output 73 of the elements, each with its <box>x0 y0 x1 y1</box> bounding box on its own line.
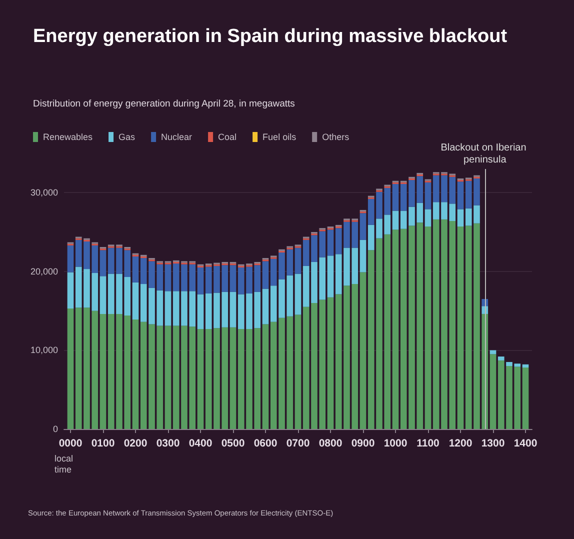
chart-title: Energy generation in Spain during massive blackout <box>33 26 508 47</box>
x-tick-label: 0000 <box>58 438 82 450</box>
y-tick-label: 0 <box>52 424 58 434</box>
bar <box>522 368 529 429</box>
bar <box>132 319 139 429</box>
bar <box>360 240 366 272</box>
bar <box>490 354 496 429</box>
bar <box>230 265 236 292</box>
y-tick-label: 20,000 <box>30 266 58 276</box>
ref-line-label: Blackout on Iberian peninsula <box>440 142 530 166</box>
bar <box>360 213 366 240</box>
x-tick-label: 0200 <box>124 438 148 450</box>
bar <box>294 314 302 429</box>
bar <box>392 184 399 211</box>
bar <box>67 245 74 272</box>
x-tick-label: 1100 <box>416 438 440 450</box>
x-tick-label: 0900 <box>351 438 375 450</box>
x-tick-label: 1300 <box>481 438 505 450</box>
bar <box>100 314 106 429</box>
bar <box>197 267 204 294</box>
x-tick-label: 0100 <box>91 438 115 450</box>
x-tick-label: 1200 <box>448 438 472 450</box>
bar <box>100 250 106 276</box>
legend-label: Gas <box>118 132 136 142</box>
x-tick-label: 0800 <box>318 438 342 450</box>
bar <box>522 364 529 368</box>
bar <box>294 274 302 315</box>
bar <box>230 327 236 429</box>
x-tick-label: 0400 <box>188 438 212 450</box>
x-tick-label: 0500 <box>221 438 245 450</box>
bar <box>327 297 334 429</box>
bar <box>132 256 139 282</box>
bar <box>490 350 496 354</box>
bar <box>327 256 334 298</box>
x-tick-label: 0600 <box>254 438 278 450</box>
bar <box>457 182 464 210</box>
x-tick-label: 0700 <box>286 438 310 450</box>
bar <box>230 292 236 328</box>
bar <box>457 226 464 429</box>
legend-label: Renewables <box>43 132 94 142</box>
bar <box>67 272 74 308</box>
bar <box>392 210 399 230</box>
bar <box>327 230 334 256</box>
x-tick-label: 0300 <box>156 438 180 450</box>
bar <box>262 261 269 289</box>
y-tick-label: 30,000 <box>30 188 58 198</box>
bar <box>67 308 74 429</box>
y-tick-label: 10,000 <box>30 345 58 356</box>
bar <box>360 272 366 429</box>
x-tick-label: 1000 <box>384 438 408 450</box>
bar <box>424 182 432 210</box>
legend-label: Fuel oils <box>262 132 297 142</box>
x-axis-title: local time <box>54 454 76 474</box>
bar <box>164 326 172 429</box>
bar <box>164 264 172 292</box>
bar <box>424 226 432 429</box>
bar <box>164 291 172 326</box>
chart-subtitle: Distribution of energy generation during April 28, in megawatts <box>33 98 296 110</box>
bar <box>100 276 106 314</box>
bar <box>197 328 204 429</box>
bar <box>132 282 139 320</box>
bar <box>392 230 399 429</box>
bar <box>262 324 269 429</box>
bar <box>294 248 302 274</box>
x-tick-label: 1400 <box>514 438 538 450</box>
bar <box>197 294 204 329</box>
bar <box>457 209 464 227</box>
legend-label: Nuclear <box>161 132 192 142</box>
bar <box>262 288 269 324</box>
legend-label: Coal <box>218 132 237 142</box>
legend-label: Others <box>322 132 350 142</box>
bar <box>424 209 432 227</box>
bar <box>498 356 504 360</box>
